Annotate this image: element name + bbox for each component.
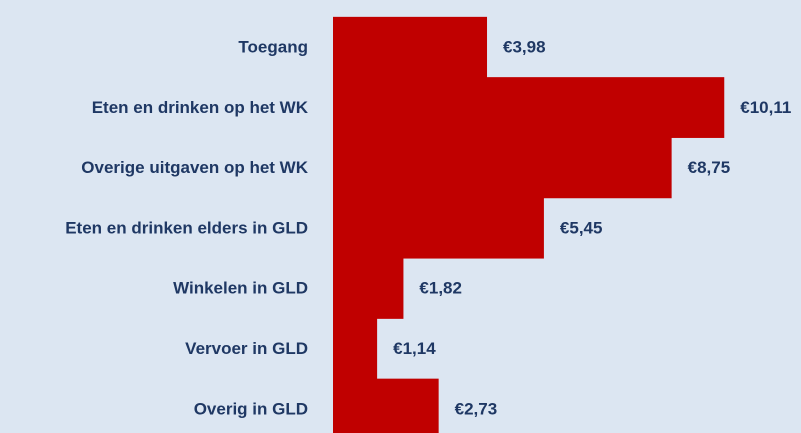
category-label: Winkelen in GLD [173, 279, 308, 298]
bar [333, 197, 544, 259]
category-label: Overige uitgaven op het WK [81, 158, 308, 177]
category-label: Eten en drinken op het WK [92, 98, 309, 117]
data-label: €10,11 [740, 98, 791, 117]
category-label: Vervoer in GLD [185, 339, 308, 358]
bar [333, 378, 439, 433]
bar [333, 16, 488, 78]
bar [333, 318, 378, 380]
data-label: €1,82 [419, 279, 462, 298]
bar [333, 137, 672, 199]
bar [333, 77, 725, 138]
category-label: Eten en drinken elders in GLD [65, 218, 308, 237]
category-label: Toegang [238, 37, 308, 56]
data-label: €2,73 [455, 399, 498, 418]
data-label: €8,75 [688, 158, 731, 177]
data-label: €5,45 [560, 218, 603, 237]
data-label: €1,14 [393, 339, 436, 358]
bar [333, 258, 404, 319]
category-label: Overig in GLD [194, 399, 308, 418]
data-label: €3,98 [503, 37, 546, 56]
